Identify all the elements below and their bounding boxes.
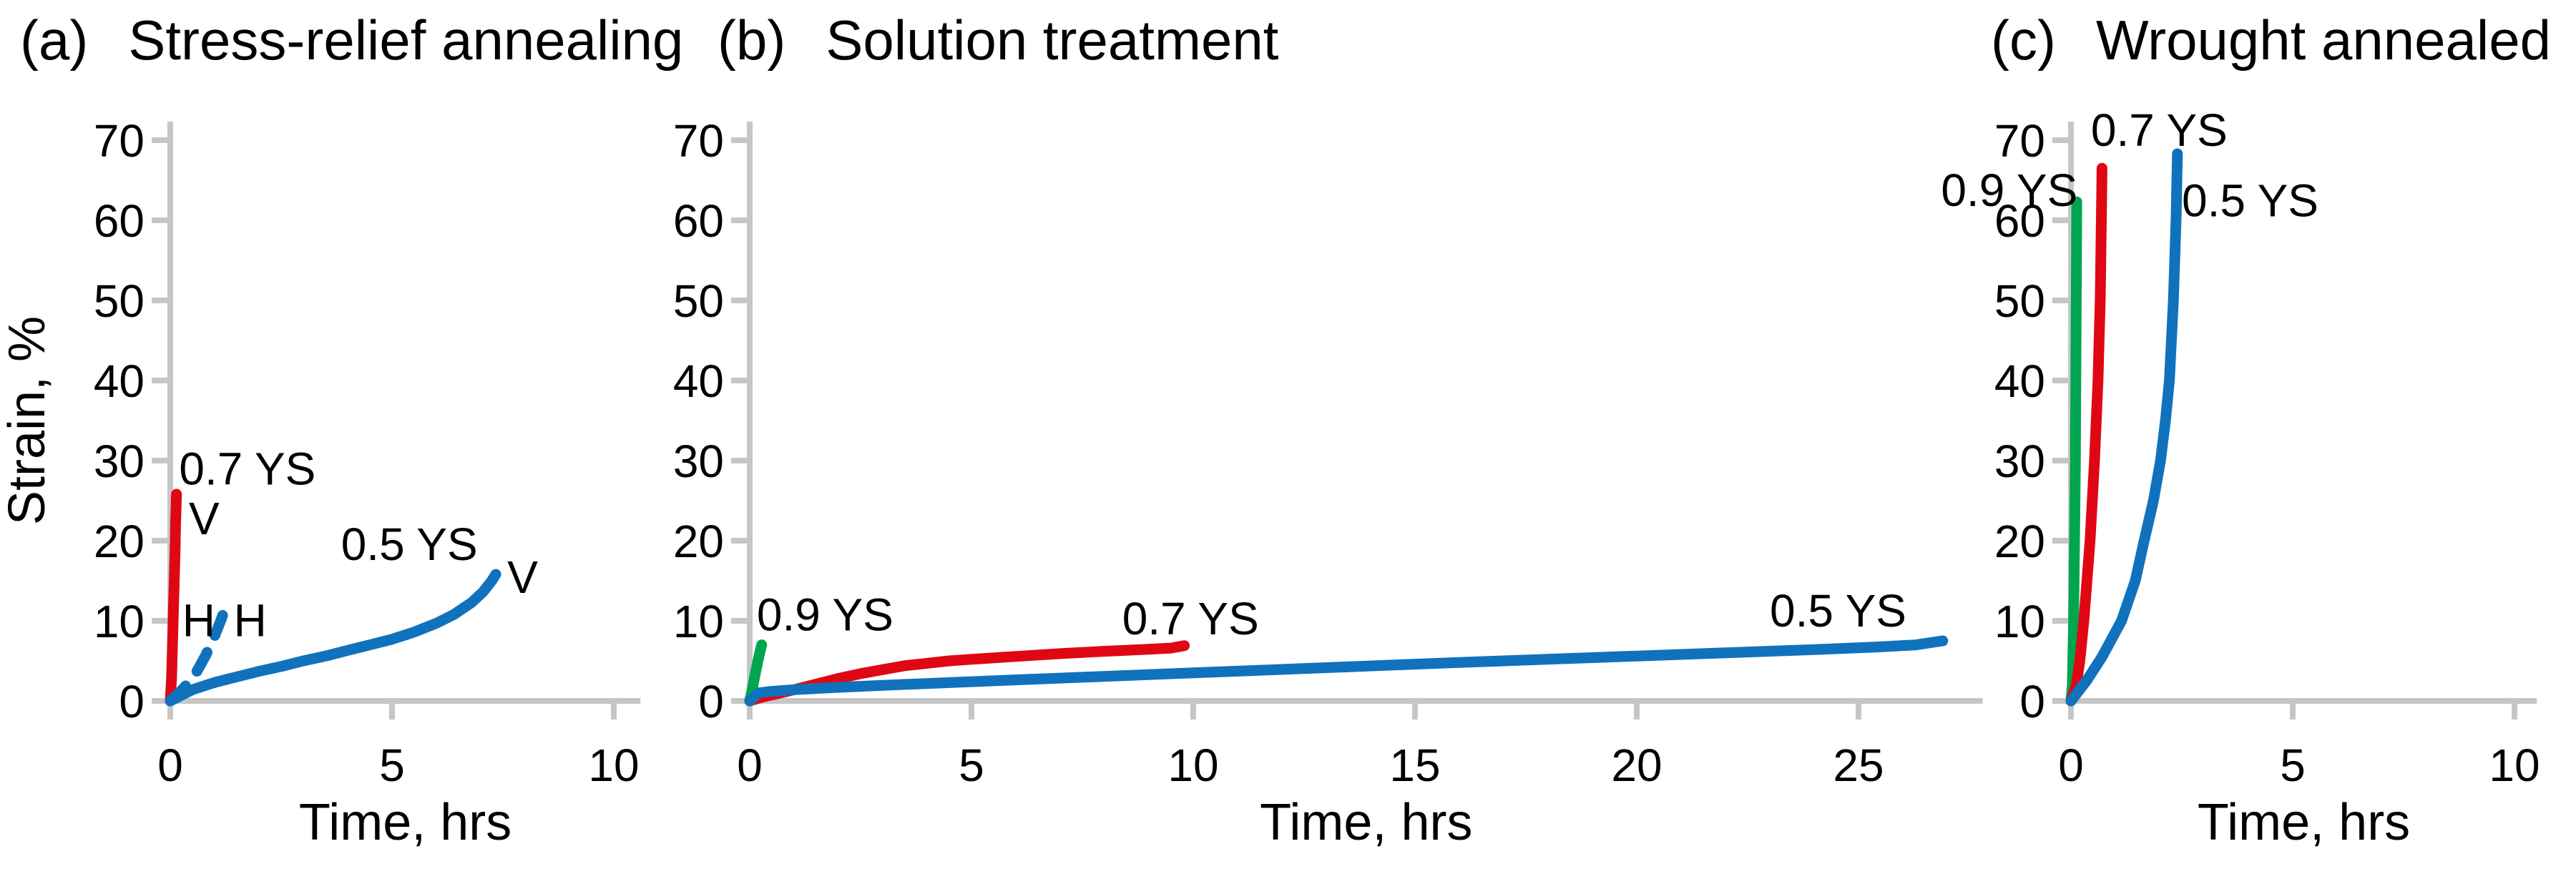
y-tick-label: 60 (94, 195, 145, 247)
y-tick-label: 20 (1994, 516, 2045, 567)
curve-label-V: V (189, 493, 220, 544)
curve-label-H: H (234, 594, 267, 646)
curve-0.5-YS-solid (2065, 148, 2183, 707)
x-tick-label: 10 (2489, 740, 2540, 791)
panel-c-title-text: Wrought annealed (2095, 9, 2551, 72)
y-tick-label: 50 (673, 275, 724, 327)
x-tick-label: 5 (2280, 740, 2306, 791)
curve-label-0.5-YS: 0.5 YS (1770, 585, 1906, 637)
y-tick-label: 40 (1994, 355, 2045, 407)
curve-label-V: V (507, 551, 538, 603)
x-tick-label: 25 (1833, 740, 1884, 791)
y-tick-label: 60 (1994, 195, 2045, 247)
y-tick-label: 20 (673, 516, 724, 567)
curve-label-0.7-YS: 0.7 YS (2091, 104, 2228, 156)
x-tick-label: 5 (379, 740, 405, 791)
curve-label-0.7-YS: 0.7 YS (179, 443, 315, 495)
panel-b-title-text: Solution treatment (826, 9, 1279, 72)
x-tick-label: 10 (588, 740, 639, 791)
curve-label-0.7-YS: 0.7 YS (1122, 593, 1259, 644)
y-tick-label: 0 (698, 676, 724, 727)
curve-0.9-YS-solid (2065, 196, 2082, 707)
y-tick-label: 20 (94, 516, 145, 567)
panel-c-title: (c) Wrought annealed (1991, 11, 2551, 70)
curve-label-0.5-YS: 0.5 YS (341, 519, 478, 570)
curve-0.9-YS-solid (744, 639, 768, 707)
x-axis-label: Time, hrs (299, 794, 511, 851)
curve-label-H: H (182, 594, 215, 646)
y-tick-label: 30 (673, 436, 724, 487)
panel-c: 0 5 10 0 10 20 30 40 50 60 700.9 YS 0.7 YS 0.5 YS Tim… (1941, 104, 2540, 851)
x-axis-label: Time, hrs (1260, 794, 1472, 851)
y-tick-label: 10 (94, 596, 145, 647)
curve-0.5-YS-solid (165, 569, 501, 707)
x-tick-label: 0 (157, 740, 183, 791)
y-tick-label: 50 (94, 275, 145, 327)
y-tick-label: 40 (673, 355, 724, 407)
x-tick-label: 0 (2058, 740, 2084, 791)
x-tick-label: 15 (1389, 740, 1440, 791)
curve-0.5-YS-solid (744, 635, 1949, 707)
x-tick-label: 0 (737, 740, 763, 791)
y-tick-label: 10 (673, 596, 724, 647)
y-tick-label: 70 (1994, 115, 2045, 167)
panel-b: 0 5 10 15 20 25 0 10 20 30 40 50 60 70 0.9 YS 0.7 YS 0.5… (673, 115, 1983, 851)
curve-label-0.9-YS: 0.9 YS (757, 589, 893, 640)
y-tick-label: 0 (119, 676, 145, 727)
panel-a-label: (a) (20, 9, 89, 72)
panel-c-label: (c) (1991, 9, 2056, 72)
x-axis-label: Time, hrs (2198, 794, 2410, 851)
y-tick-label: 10 (1994, 596, 2045, 647)
panel-a-title-text: Stress-relief annealing (128, 9, 684, 72)
y-tick-label: 60 (673, 195, 724, 247)
curve-label-0.9-YS: 0.9 YS (1941, 165, 2077, 216)
panel-b-title: (b) Solution treatment (718, 11, 1278, 70)
panel-b-label: (b) (718, 9, 786, 72)
y-tick-label: 30 (1994, 436, 2045, 487)
x-tick-label: 20 (1611, 740, 1662, 791)
curve-label-0.5-YS: 0.5 YS (2182, 175, 2318, 226)
y-tick-label: 30 (94, 436, 145, 487)
x-tick-label: 5 (959, 740, 984, 791)
y-tick-label: 40 (94, 355, 145, 407)
panel-a-title: (a) Stress-relief annealing (20, 11, 683, 70)
y-tick-label: 50 (1994, 275, 2045, 327)
curve-0.7-YS-solid (2065, 162, 2107, 707)
y-axis-label: Strain, % (0, 316, 56, 525)
curve-0.7-YS-solid (165, 488, 182, 707)
y-tick-label: 0 (2019, 676, 2045, 727)
y-tick-label: 70 (673, 115, 724, 167)
x-tick-label: 10 (1167, 740, 1218, 791)
y-tick-label: 70 (94, 115, 145, 167)
